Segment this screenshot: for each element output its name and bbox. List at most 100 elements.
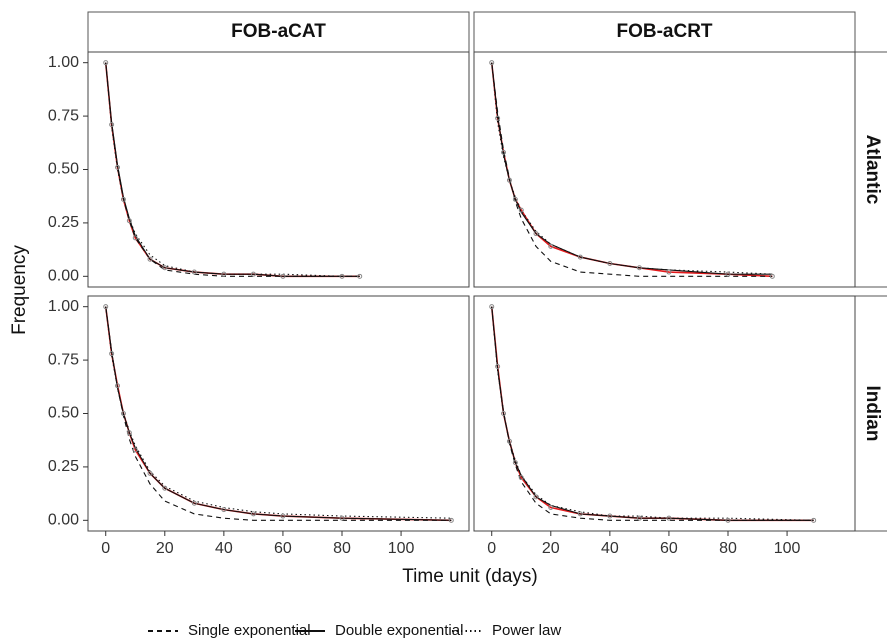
observed-point xyxy=(607,513,613,519)
x-tick-label: 0 xyxy=(101,540,110,557)
observed-point xyxy=(636,515,642,521)
y-tick-label: 0.75 xyxy=(48,351,79,368)
column-strip-label: FOB-aCRT xyxy=(616,21,712,42)
observed-point xyxy=(577,511,583,517)
y-tick-label: 0.00 xyxy=(48,512,79,529)
observed-point xyxy=(162,485,168,491)
observed-point xyxy=(120,196,126,202)
observed-point xyxy=(489,60,495,66)
observed-point xyxy=(280,273,286,279)
strip-box xyxy=(854,295,887,532)
observed-point xyxy=(501,149,507,155)
strip-box xyxy=(473,11,856,53)
x-tick-label: 0 xyxy=(487,540,496,557)
observed-point xyxy=(103,304,109,310)
observed-point xyxy=(126,218,132,224)
panel xyxy=(87,51,470,288)
legend-label: Single exponential xyxy=(188,622,311,639)
observed-point xyxy=(495,364,501,369)
y-tick-label: 0.75 xyxy=(48,107,79,124)
observed-point xyxy=(126,430,132,436)
y-axis-title: Frequency xyxy=(9,245,30,335)
observed-point xyxy=(725,271,731,277)
observed-point xyxy=(250,511,256,517)
observed-point xyxy=(109,351,115,357)
observed-point xyxy=(666,515,672,521)
observed-point xyxy=(132,447,138,453)
y-tick-label: 1.00 xyxy=(48,298,79,315)
observed-point xyxy=(339,515,345,521)
observed-point xyxy=(280,513,286,519)
observed-point xyxy=(501,411,507,416)
observed-point xyxy=(518,475,524,481)
column-strip-label: FOB-aCAT xyxy=(231,21,326,42)
x-tick-label: 20 xyxy=(542,540,560,557)
observed-point xyxy=(448,517,454,523)
observed-point xyxy=(533,231,539,237)
observed-point xyxy=(489,304,495,310)
x-tick-label: 60 xyxy=(274,540,292,557)
y-tick-label: 0.50 xyxy=(48,405,79,422)
observed-point xyxy=(115,383,121,389)
fit-line xyxy=(491,62,773,277)
legend-label: Double exponential xyxy=(335,622,463,639)
observed-point xyxy=(506,438,512,444)
observed-point xyxy=(533,494,539,500)
observed-point xyxy=(132,235,138,241)
fit-line xyxy=(491,62,773,275)
observed-point xyxy=(120,411,126,416)
observed-point xyxy=(103,60,109,66)
x-tick-label: 80 xyxy=(333,540,351,557)
observed-point xyxy=(811,517,817,523)
observed-point xyxy=(162,265,168,271)
fit-line xyxy=(491,306,814,521)
legend-label: Power law xyxy=(492,622,561,639)
observed-point xyxy=(147,470,153,476)
x-tick-label: 80 xyxy=(719,540,737,557)
observed-point xyxy=(548,505,554,510)
x-tick-label: 40 xyxy=(215,540,233,557)
x-tick-label: 20 xyxy=(156,540,174,557)
x-tick-label: 100 xyxy=(388,540,415,557)
observed-point xyxy=(725,517,731,523)
panel xyxy=(473,295,856,532)
x-axis-title: Time unit (days) xyxy=(402,566,538,587)
observed-point xyxy=(518,207,524,213)
fit-line xyxy=(105,62,360,277)
observed-point xyxy=(577,254,583,260)
panel xyxy=(473,51,856,288)
observed-point xyxy=(769,273,775,279)
observed-point xyxy=(191,500,197,506)
observed-point xyxy=(250,271,256,277)
row-strip-label: Atlantic xyxy=(862,135,883,205)
y-tick-label: 0.25 xyxy=(48,458,79,475)
observed-point xyxy=(512,196,518,202)
strip-box xyxy=(87,11,470,53)
observed-point xyxy=(548,243,554,249)
observed-point xyxy=(636,265,642,271)
fit-line xyxy=(105,306,452,519)
observed-point xyxy=(115,164,121,170)
observed-point xyxy=(191,269,197,275)
observed-point xyxy=(506,177,512,183)
observed-point xyxy=(147,256,153,262)
fit-line xyxy=(105,62,360,277)
x-tick-label: 60 xyxy=(660,540,678,557)
observed-point xyxy=(607,261,613,266)
row-strip-label: Indian xyxy=(862,386,883,442)
y-tick-label: 0.00 xyxy=(48,268,79,285)
observed-point xyxy=(221,507,227,513)
strip-box xyxy=(854,51,887,288)
observed-point xyxy=(495,115,501,121)
y-tick-label: 1.00 xyxy=(48,54,79,71)
x-tick-label: 100 xyxy=(774,540,801,557)
observed-point xyxy=(221,271,227,277)
y-tick-label: 0.50 xyxy=(48,161,79,178)
y-tick-label: 0.25 xyxy=(48,214,79,231)
observed-point xyxy=(109,122,115,128)
observed-point xyxy=(512,460,518,466)
observed-point xyxy=(666,269,672,275)
observed-point xyxy=(357,273,363,279)
x-tick-label: 40 xyxy=(601,540,619,557)
